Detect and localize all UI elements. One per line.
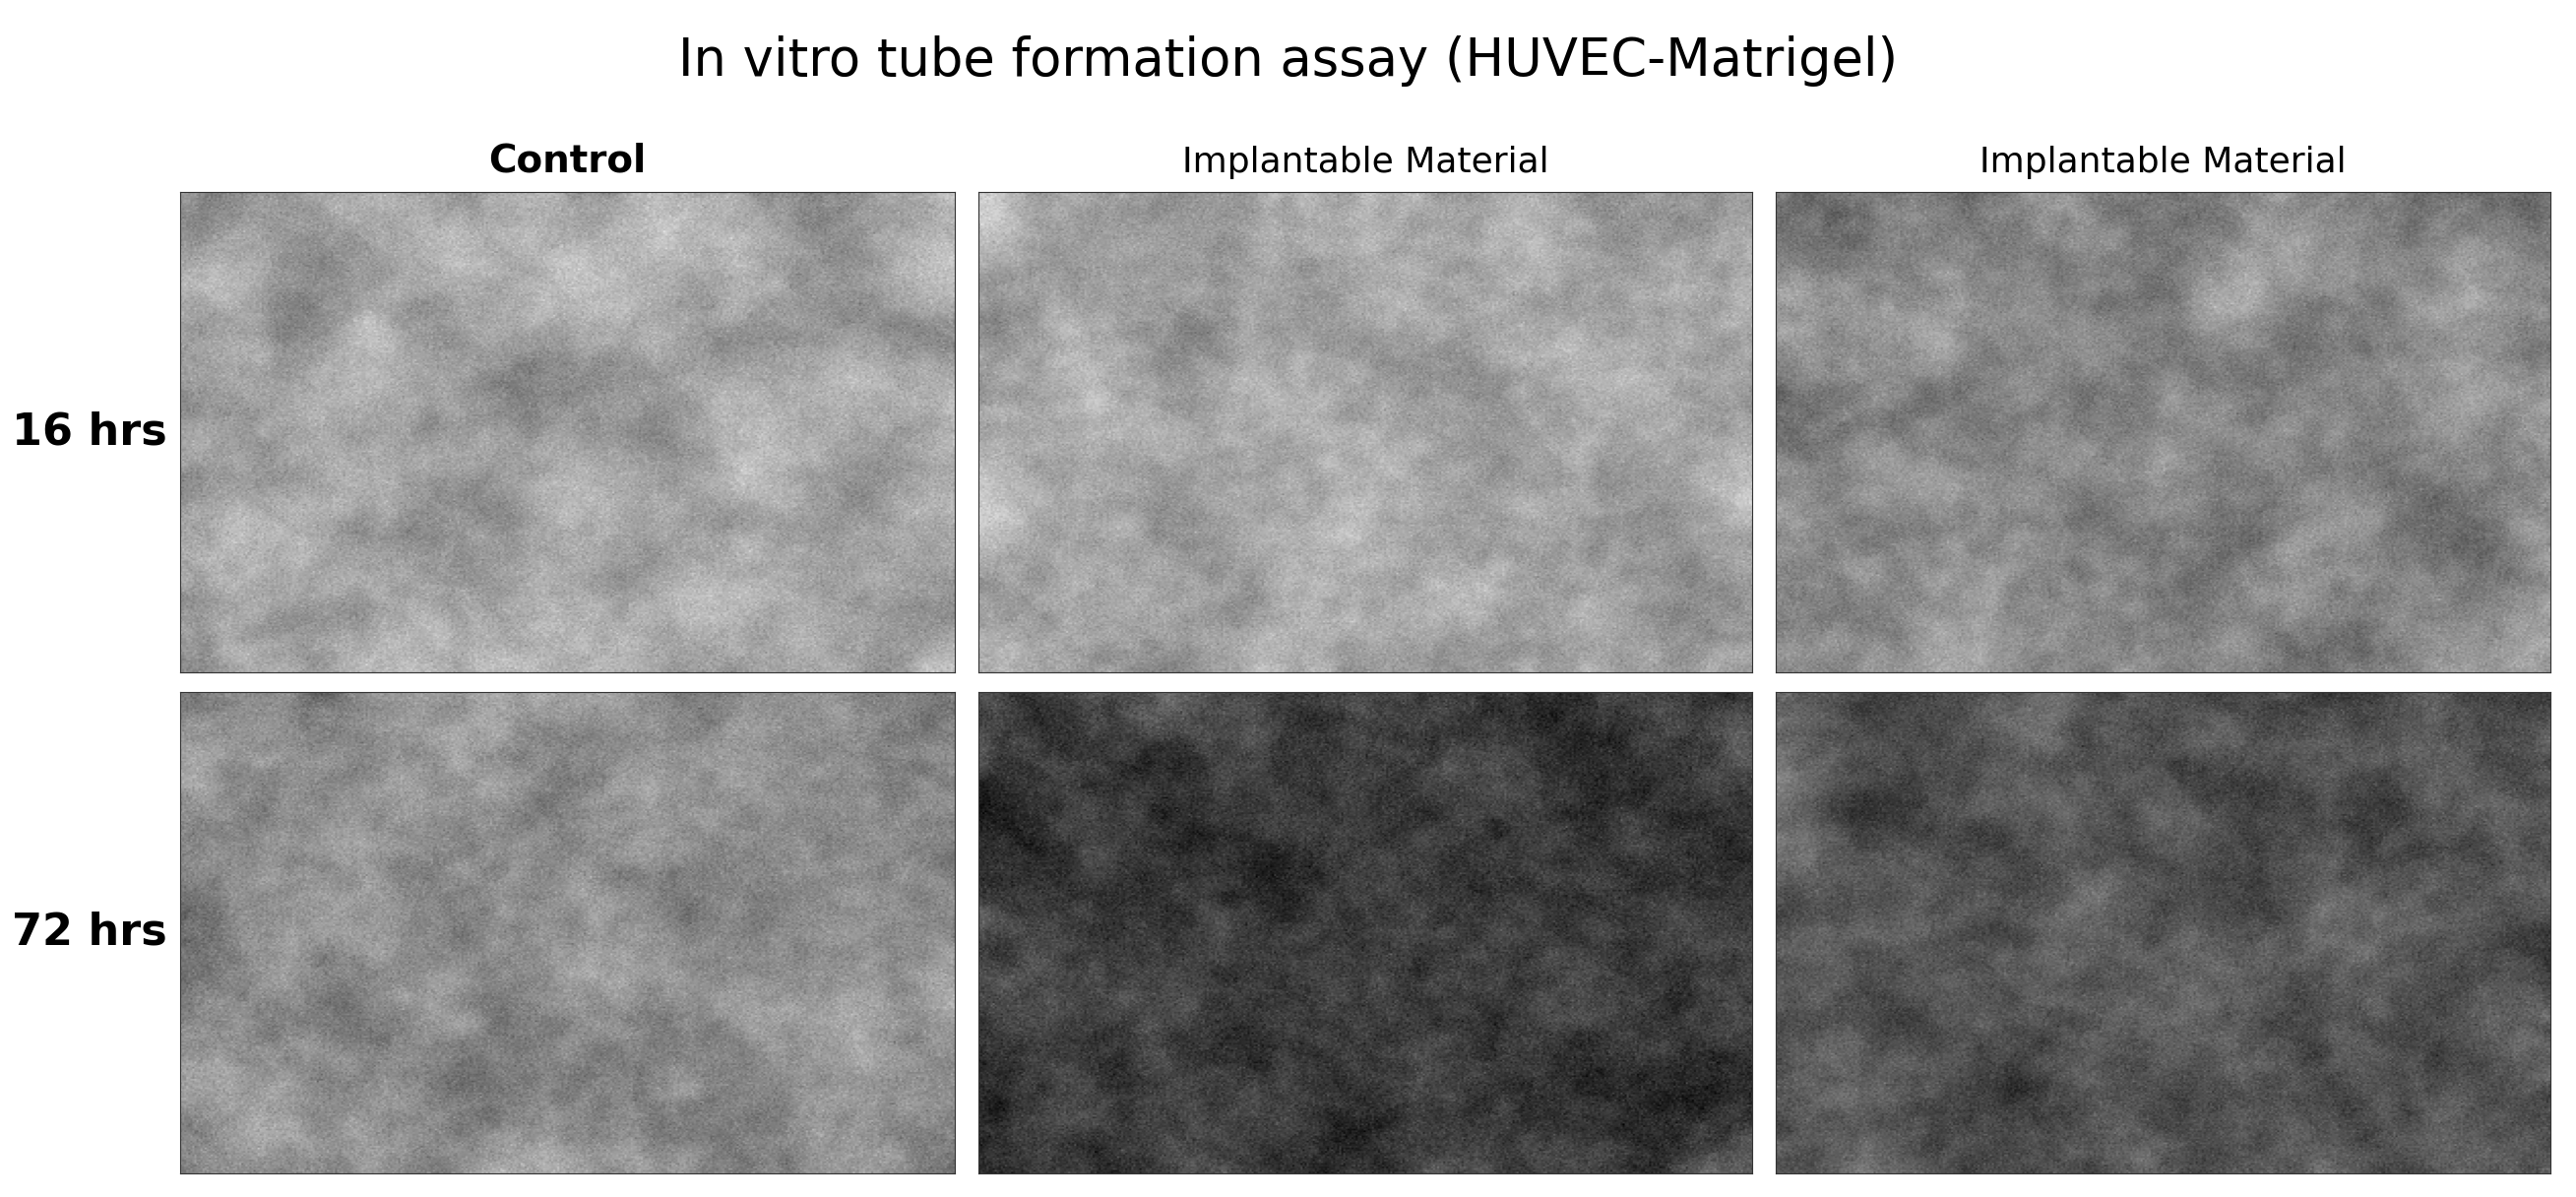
Text: 72 hrs: 72 hrs: [13, 911, 167, 954]
Text: 16 hrs: 16 hrs: [13, 411, 167, 454]
Text: Implantable Material: Implantable Material: [1978, 146, 2347, 180]
Text: In vitro tube formation assay (HUVEC-Matrigel): In vitro tube formation assay (HUVEC-Mat…: [677, 36, 1899, 87]
Text: Implantable Material: Implantable Material: [1182, 146, 1548, 180]
Text: Control: Control: [489, 142, 647, 180]
